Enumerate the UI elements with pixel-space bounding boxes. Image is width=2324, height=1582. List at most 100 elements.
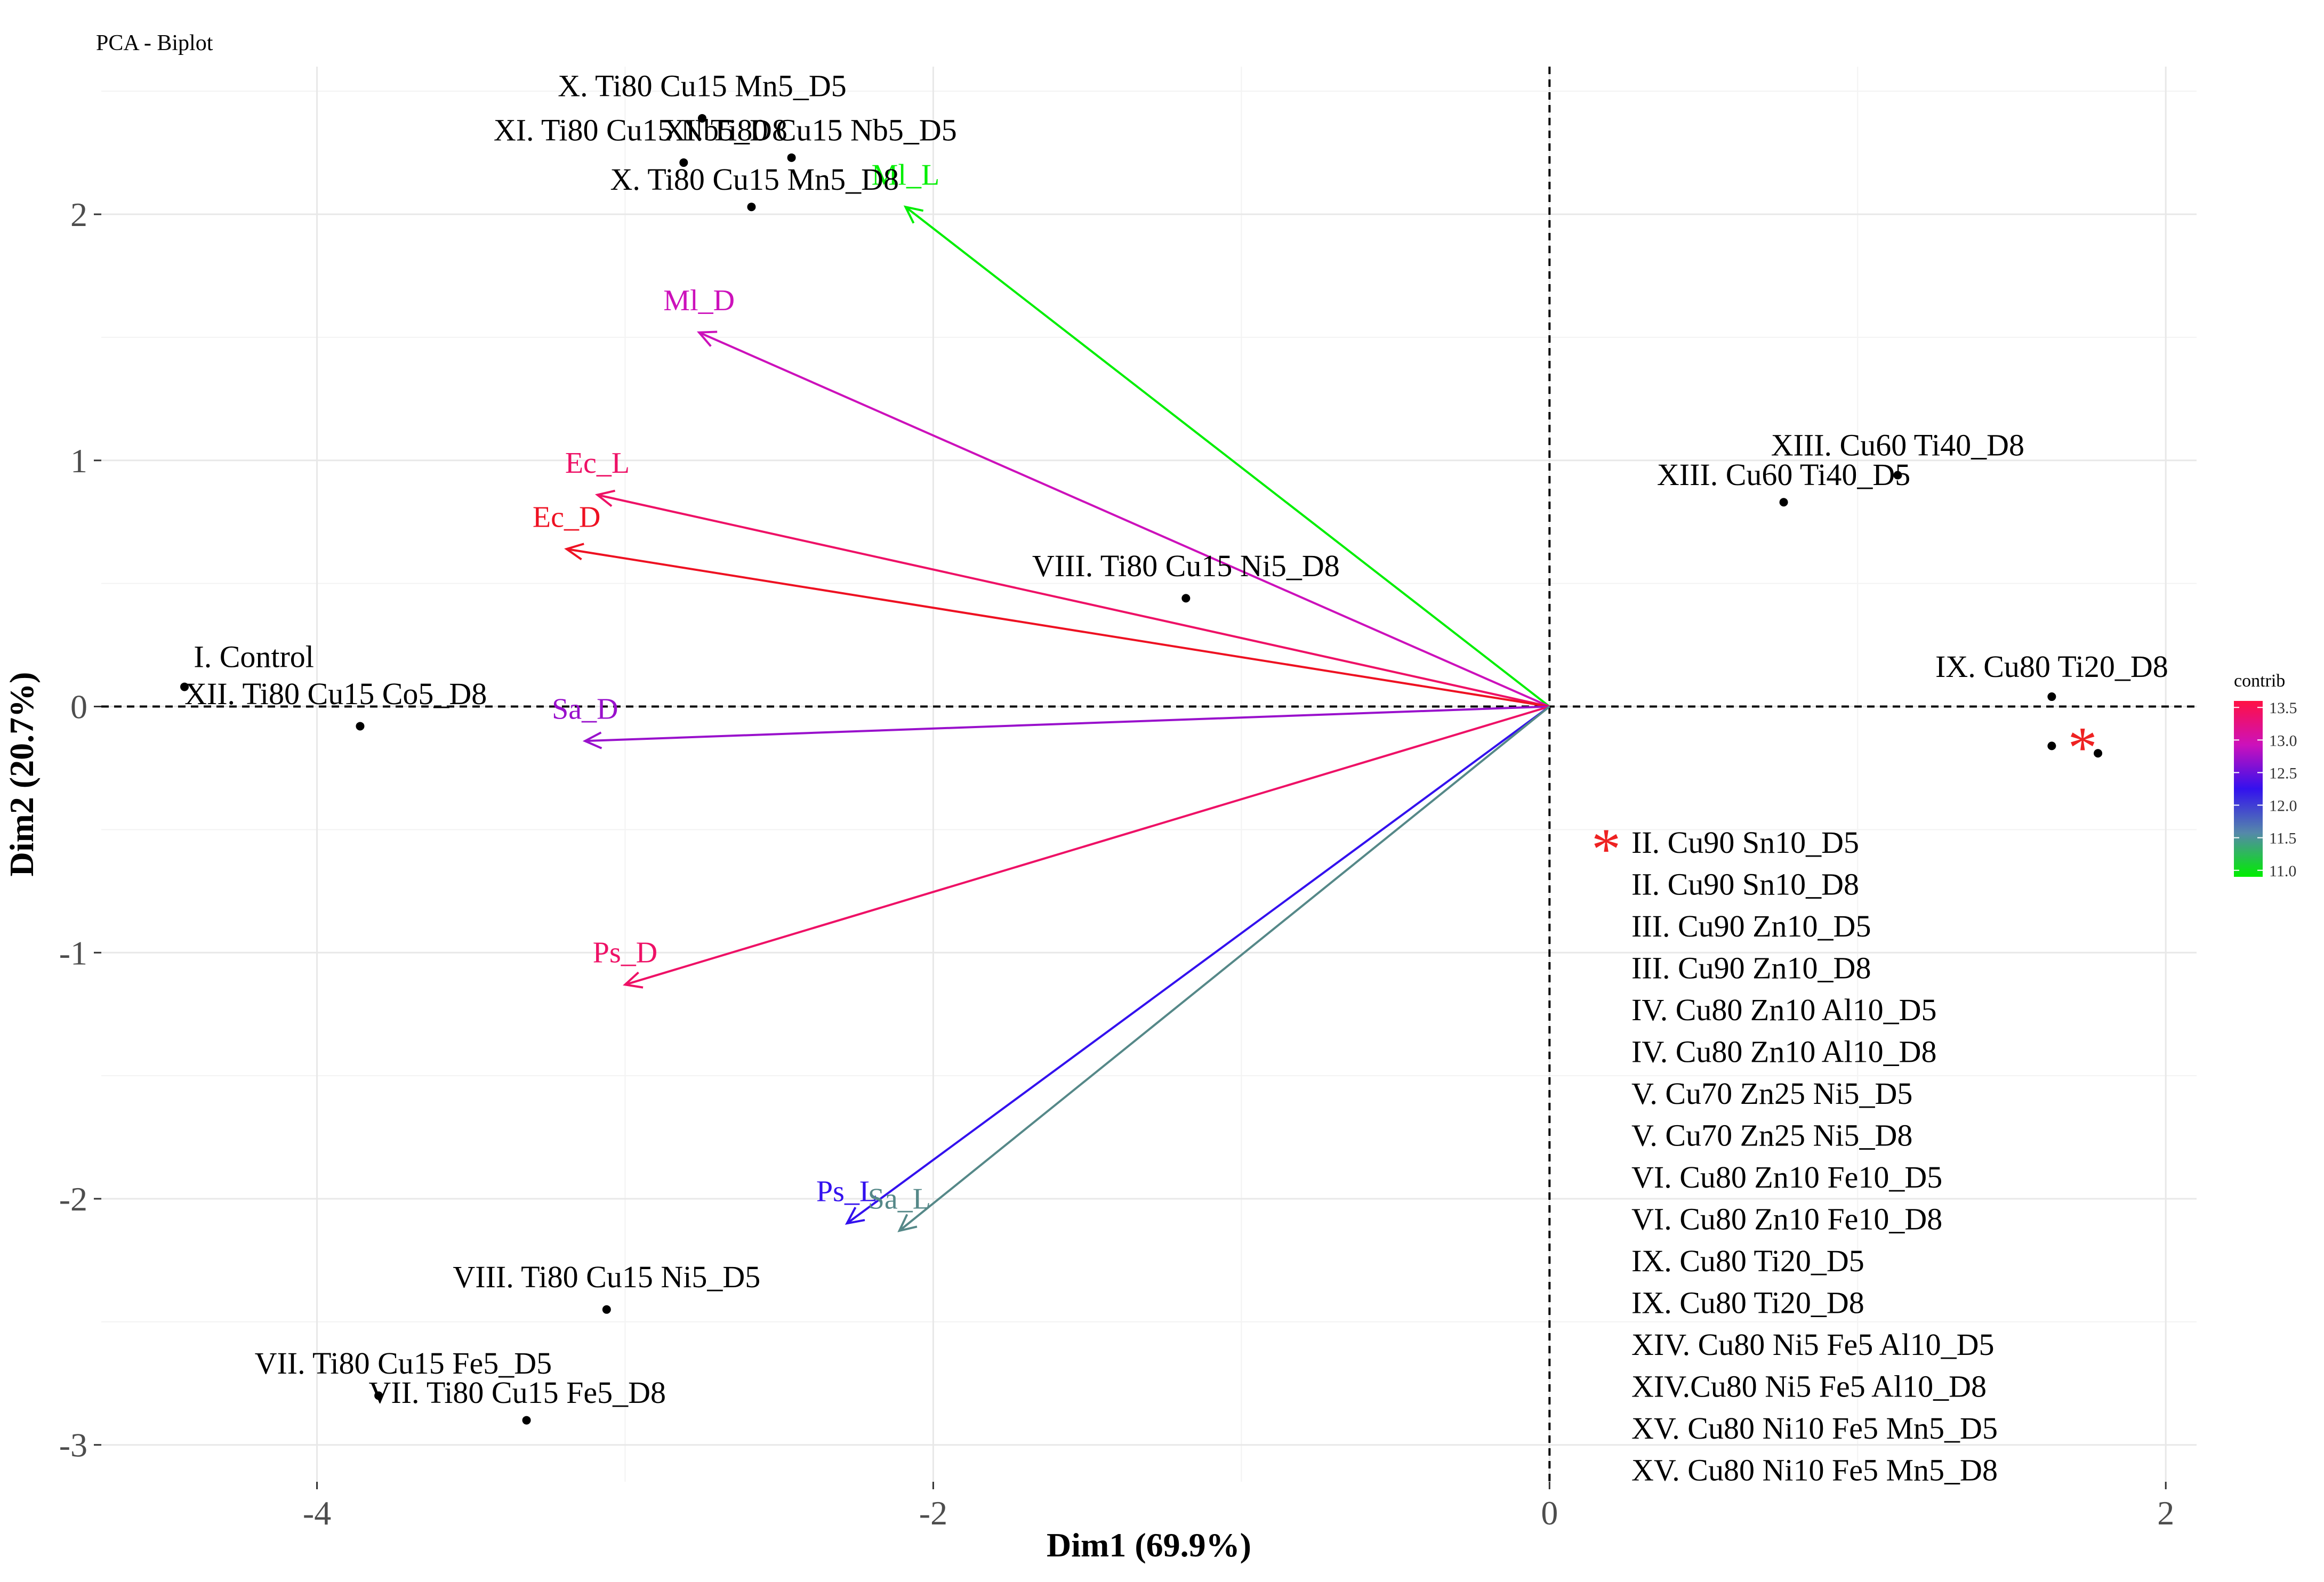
arrow-Ps_D xyxy=(624,705,1550,986)
variable-label-Sa_L: Sa_L xyxy=(868,1182,931,1215)
chart-title: PCA - Biplot xyxy=(96,31,213,55)
variable-label-Sa_D: Sa_D xyxy=(552,693,618,726)
grid-lines xyxy=(101,67,2197,1482)
arrow-Sa_D xyxy=(585,705,1550,742)
cluster-list-item: IV. Cu80 Zn10 Al10_D5 xyxy=(1631,992,1937,1027)
arrowhead-Ps_L xyxy=(845,1207,865,1225)
x-tick-label: -4 xyxy=(303,1494,331,1532)
legend-colorbar xyxy=(2234,701,2263,877)
cluster-list: * II. Cu90 Sn10_D5 II. Cu90 Sn10_D8 III. Cu… xyxy=(1591,817,1998,1488)
cluster-list-item: II. Cu90 Sn10_D8 xyxy=(1631,867,1859,902)
cluster-list-item: III. Cu90 Zn10_D8 xyxy=(1631,951,1871,986)
point-label: IX. Cu80 Ti20_D8 xyxy=(1935,649,2168,684)
arrowhead-Ml_L xyxy=(903,205,924,224)
point-label: VII. Ti80 Cu15 Fe5_D8 xyxy=(368,1375,666,1410)
point xyxy=(1893,471,1902,480)
point xyxy=(356,722,365,731)
x-tick-label: 2 xyxy=(2157,1494,2174,1532)
variable-label-Ml_D: Ml_D xyxy=(663,284,735,317)
y-tick-label: -1 xyxy=(59,934,87,972)
point xyxy=(2094,749,2103,758)
variable-label-Ec_D: Ec_D xyxy=(533,501,601,534)
axes: -4 -2 0 2 -3 -2 -1 0 1 2 xyxy=(59,196,2175,1532)
arrow-Sa_L xyxy=(898,705,1550,1232)
y-tick-label: 2 xyxy=(70,196,87,233)
variable-label-Ps_L: Ps_L xyxy=(816,1175,878,1208)
arrow-Ps_L xyxy=(846,705,1550,1224)
cluster-list-item: XV. Cu80 Ni10 Fe5 Mn5_D5 xyxy=(1631,1411,1998,1446)
cluster-asterisk-marker: * xyxy=(2068,715,2097,780)
arrowhead-Ec_L xyxy=(594,489,616,507)
variable-label-Ps_D: Ps_D xyxy=(593,937,657,970)
point-label: X. Ti80 Cu15 Mn5_D8 xyxy=(610,162,898,197)
x-tick-label: 0 xyxy=(1541,1494,1558,1532)
cluster-list-item: IX. Cu80 Ti20_D5 xyxy=(1631,1244,1864,1278)
cluster-list-item: VI. Cu80 Zn10 Fe10_D5 xyxy=(1631,1160,1942,1194)
legend-title: contrib xyxy=(2234,671,2285,691)
point-label: XII. Ti80 Cu15 Co5_D8 xyxy=(184,676,487,711)
arrow-Ec_L xyxy=(597,494,1550,708)
arrow-Ml_L xyxy=(905,206,1550,708)
cluster-list-item: V. Cu70 Zn25 Ni5_D8 xyxy=(1631,1118,1912,1153)
point xyxy=(2047,741,2056,750)
y-axis-label: Dim2 (20.7%) xyxy=(3,672,41,877)
arrowhead-Ec_D xyxy=(564,543,584,561)
cluster-list-item: III. Cu90 Zn10_D5 xyxy=(1631,909,1871,943)
arrowhead-Ml_D xyxy=(696,330,718,347)
variable-arrows: Ml_L Ml_D Ec_L Ec_D Sa_D Ps_D Ps_LSa_L xyxy=(533,159,1550,1232)
cluster-list-item: VI. Cu80 Zn10 Fe10_D8 xyxy=(1631,1202,1942,1237)
point xyxy=(180,682,189,691)
legend-tick-label: 12.0 xyxy=(2269,797,2297,815)
point xyxy=(1779,498,1788,507)
point-label: XIII. Cu60 Ti40_D8 xyxy=(1771,428,2024,463)
cluster-list-asterisk: * xyxy=(1591,817,1621,882)
arrowhead-Sa_L xyxy=(897,1214,918,1232)
point xyxy=(374,1391,383,1400)
point xyxy=(2047,692,2056,701)
y-tick-label: -3 xyxy=(59,1426,87,1464)
legend-tick-label: 11.5 xyxy=(2269,830,2296,848)
cluster-list-item: XIV.Cu80 Ni5 Fe5 Al10_D8 xyxy=(1631,1369,1987,1404)
cluster-list-item: IX. Cu80 Ti20_D8 xyxy=(1631,1286,1864,1320)
point xyxy=(697,114,706,123)
individual-points xyxy=(180,114,2103,1425)
variable-label-Ml_L: Ml_L xyxy=(872,159,940,192)
point-label: XI. Ti80 Cu15 Nb5_D8 xyxy=(494,113,787,148)
x-tick-label: -2 xyxy=(919,1494,947,1532)
y-tick-label: 0 xyxy=(70,688,87,726)
arrow-Ml_D xyxy=(698,331,1550,708)
contrib-legend: contrib 13.5 13.0 12.5 12.0 11.5 11.0 xyxy=(2234,671,2297,880)
x-axis-label: Dim1 (69.9%) xyxy=(1047,1526,1251,1564)
point-label: VIII. Ti80 Cu15 Ni5_D8 xyxy=(1032,548,1340,583)
legend-tick-label: 13.5 xyxy=(2269,699,2297,717)
legend-tick-label: 11.0 xyxy=(2269,862,2296,880)
point-label: I. Control xyxy=(194,640,314,674)
arrowhead-Ps_D xyxy=(623,971,644,989)
point xyxy=(679,158,688,167)
variable-label-Ec_L: Ec_L xyxy=(565,447,630,480)
reference-lines xyxy=(101,67,2197,1482)
point-label: VII. Ti80 Cu15 Fe5_D5 xyxy=(255,1346,552,1381)
point xyxy=(1181,594,1191,603)
y-tick-label: -2 xyxy=(59,1180,87,1218)
point-label: X. Ti80 Cu15 Mn5_D5 xyxy=(558,68,846,103)
arrow-Ec_D xyxy=(566,548,1550,708)
point xyxy=(787,153,796,162)
point-label: XIII. Cu60 Ti40_D5 xyxy=(1657,457,1910,492)
cluster-list-item: II. Cu90 Sn10_D5 xyxy=(1631,825,1859,860)
point-label: VIII. Ti80 Cu15 Ni5_D5 xyxy=(453,1260,760,1294)
point-label: XI. Ti80 Cu15 Nb5_D5 xyxy=(663,113,957,148)
cluster-list-item: V. Cu70 Zn25 Ni5_D5 xyxy=(1631,1076,1912,1111)
cluster-list-item: IV. Cu80 Zn10 Al10_D8 xyxy=(1631,1035,1937,1069)
y-tick-label: 1 xyxy=(70,442,87,480)
legend-tick-label: 12.5 xyxy=(2269,764,2297,782)
legend-tick-label: 13.0 xyxy=(2269,732,2297,749)
cluster-list-item: XIV. Cu80 Ni5 Fe5 Al10_D5 xyxy=(1631,1327,1994,1362)
point xyxy=(602,1305,611,1314)
point xyxy=(522,1416,531,1425)
cluster-list-item: XV. Cu80 Ni10 Fe5 Mn5_D8 xyxy=(1631,1453,1998,1488)
arrowhead-Sa_D xyxy=(582,731,602,749)
